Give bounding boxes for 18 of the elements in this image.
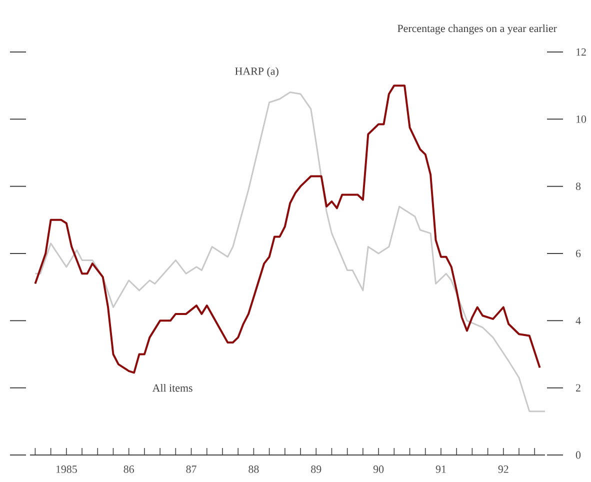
- y-tick-label: 12: [576, 48, 586, 56]
- series-label: All items: [152, 384, 192, 392]
- x-tick-label: 87: [186, 466, 196, 473]
- x-tick-label: 89: [311, 466, 322, 473]
- series-label: HARP (a): [235, 67, 278, 78]
- x-tick-label: 92: [498, 466, 508, 473]
- x-tick-label: 86: [124, 466, 134, 473]
- y-axis-title: Percentage changes on a year earlier: [398, 24, 557, 34]
- y-tick-label: 0: [576, 451, 581, 459]
- y-tick-label: 4: [576, 317, 581, 324]
- y-tick-label: 6: [576, 250, 581, 258]
- y-tick-label: 8: [576, 182, 581, 190]
- x-tick-label: 91: [436, 466, 446, 473]
- x-tick-label: 1985: [56, 466, 77, 473]
- x-tick-label: 90: [373, 466, 384, 473]
- y-tick-label: 2: [576, 384, 580, 392]
- y-tick-label: 10: [576, 115, 586, 123]
- x-tick-label: 88: [248, 466, 259, 473]
